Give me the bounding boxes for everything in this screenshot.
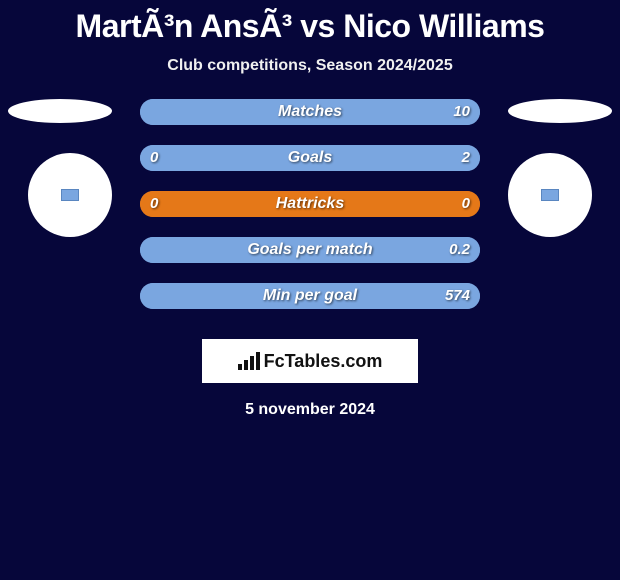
avatar-placeholder-icon bbox=[61, 189, 79, 201]
player-right-ellipse bbox=[508, 99, 612, 123]
stat-value-right: 2 bbox=[462, 145, 470, 171]
page-subtitle: Club competitions, Season 2024/2025 bbox=[0, 57, 620, 75]
footer-date: 5 november 2024 bbox=[0, 401, 620, 419]
avatar-placeholder-icon bbox=[541, 189, 559, 201]
stat-bar: Matches10 bbox=[140, 99, 480, 125]
page-title: MartÃ³n AnsÃ³ vs Nico Williams bbox=[0, 0, 620, 45]
brand-text: FcTables.com bbox=[264, 351, 383, 372]
brand-box: FcTables.com bbox=[202, 339, 418, 383]
player-left-ellipse bbox=[8, 99, 112, 123]
stat-label: Goals bbox=[140, 145, 480, 171]
stat-value-right: 574 bbox=[445, 283, 470, 309]
brand-label: FcTables.com bbox=[238, 351, 383, 372]
stat-label: Hattricks bbox=[140, 191, 480, 217]
stat-value-right: 10 bbox=[453, 99, 470, 125]
stat-bar: Goals per match0.2 bbox=[140, 237, 480, 263]
stat-value-right: 0.2 bbox=[449, 237, 470, 263]
stat-bar: Min per goal574 bbox=[140, 283, 480, 309]
stat-label: Goals per match bbox=[140, 237, 480, 263]
comparison-stage: Matches10Goals02Hattricks00Goals per mat… bbox=[0, 99, 620, 329]
footer-area: FcTables.com 5 november 2024 bbox=[0, 339, 620, 419]
player-left-avatar bbox=[28, 153, 112, 237]
stat-value-left: 0 bbox=[150, 145, 158, 171]
stat-bar: Hattricks0 0 bbox=[140, 191, 480, 217]
brand-bars-icon bbox=[238, 352, 260, 370]
player-right-avatar bbox=[508, 153, 592, 237]
stat-label: Min per goal bbox=[140, 283, 480, 309]
stat-bars: Matches10Goals02Hattricks00Goals per mat… bbox=[140, 99, 480, 329]
stat-label: Matches bbox=[140, 99, 480, 125]
stat-value-left: 0 bbox=[150, 191, 158, 217]
stat-bar: Goals0 2 bbox=[140, 145, 480, 171]
stat-value-right: 0 bbox=[462, 191, 470, 217]
